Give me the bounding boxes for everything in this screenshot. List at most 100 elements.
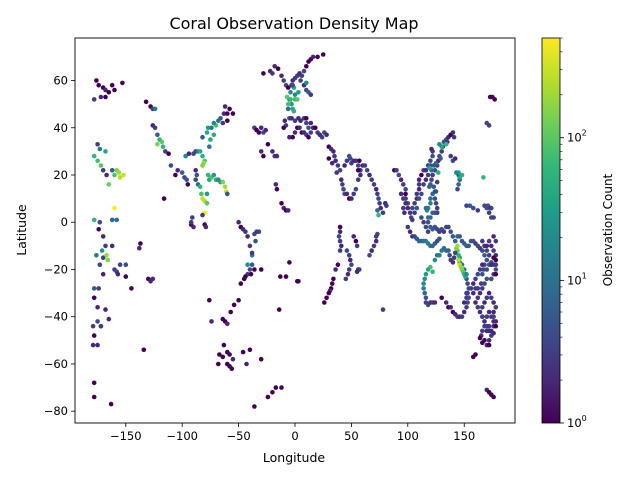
data-point [261,153,266,159]
data-point [185,182,191,187]
data-point [249,250,255,256]
x-tick-label: −150 [110,429,142,443]
data-point [346,253,352,258]
data-point [414,205,420,211]
data-point [421,286,426,291]
data-point [91,217,97,223]
data-point [438,156,443,161]
data-point [220,354,226,360]
data-point [98,163,104,168]
data-point [482,323,487,329]
data-point [373,186,379,192]
data-point [205,172,211,178]
data-point [414,191,420,197]
data-point [95,319,100,324]
data-point [97,262,103,268]
data-point [100,234,106,239]
data-point [245,234,250,239]
data-point [98,323,104,329]
data-point [489,262,494,268]
data-point [480,314,485,320]
data-point [194,172,200,178]
data-point [308,92,314,97]
data-point [484,248,490,253]
data-point [450,234,456,239]
data-point [279,73,284,79]
data-point [247,347,253,353]
data-point [486,238,492,244]
data-point [416,182,422,187]
data-point [222,104,228,109]
data-point [200,153,205,159]
data-point [96,227,101,232]
data-point [471,205,476,211]
data-point [423,224,429,230]
data-point [344,158,350,164]
data-point [423,271,429,277]
data-point [429,146,434,152]
data-point [100,255,106,260]
data-point [263,127,269,133]
data-point [428,196,433,201]
data-point [464,203,469,208]
data-point [95,142,100,147]
data-point [486,290,492,296]
data-point [451,134,457,140]
data-point [137,245,142,251]
data-point [150,276,156,282]
data-point [108,401,114,407]
x-axis-label: Longitude [263,450,325,465]
data-point [265,142,271,147]
data-point [247,243,253,249]
data-point [423,177,429,182]
x-tick-label: 150 [453,429,475,443]
data-point [109,243,115,249]
scatter-points [90,52,499,409]
data-point [403,191,408,197]
data-point [116,170,122,175]
data-point [354,243,360,249]
data-point [106,316,112,322]
data-point [481,267,486,272]
colorbar [541,37,561,424]
data-point [225,191,230,197]
x-tick-label: 0 [291,429,298,443]
data-point [484,295,490,301]
data-point [296,90,301,95]
y-tick-label: 60 [53,74,68,88]
data-point [326,290,332,296]
data-point [405,224,411,230]
data-point [480,238,485,244]
data-point [285,85,291,90]
data-point [401,182,406,187]
data-point [281,125,287,131]
data-point [190,215,195,220]
data-point [308,120,314,126]
data-point [298,78,303,83]
data-point [304,64,309,69]
data-point [487,205,493,211]
data-point [333,267,338,272]
data-point [412,210,417,216]
y-tick-label: −40 [44,310,68,324]
data-point [319,134,325,140]
data-point [477,309,483,315]
data-point [376,212,381,218]
data-point [410,217,415,223]
data-point [159,139,165,145]
data-point [346,153,352,159]
data-point [121,172,126,178]
data-point [99,248,105,253]
data-point [481,175,486,180]
y-tick-label: −80 [44,404,68,418]
data-point [443,142,449,147]
data-point [412,201,417,206]
data-point [103,149,108,154]
data-point [324,295,329,301]
data-point [254,229,259,234]
data-point [466,295,472,301]
data-point [369,248,375,253]
data-point [471,281,476,286]
y-tick-label: −60 [44,357,68,371]
data-point [331,276,336,282]
